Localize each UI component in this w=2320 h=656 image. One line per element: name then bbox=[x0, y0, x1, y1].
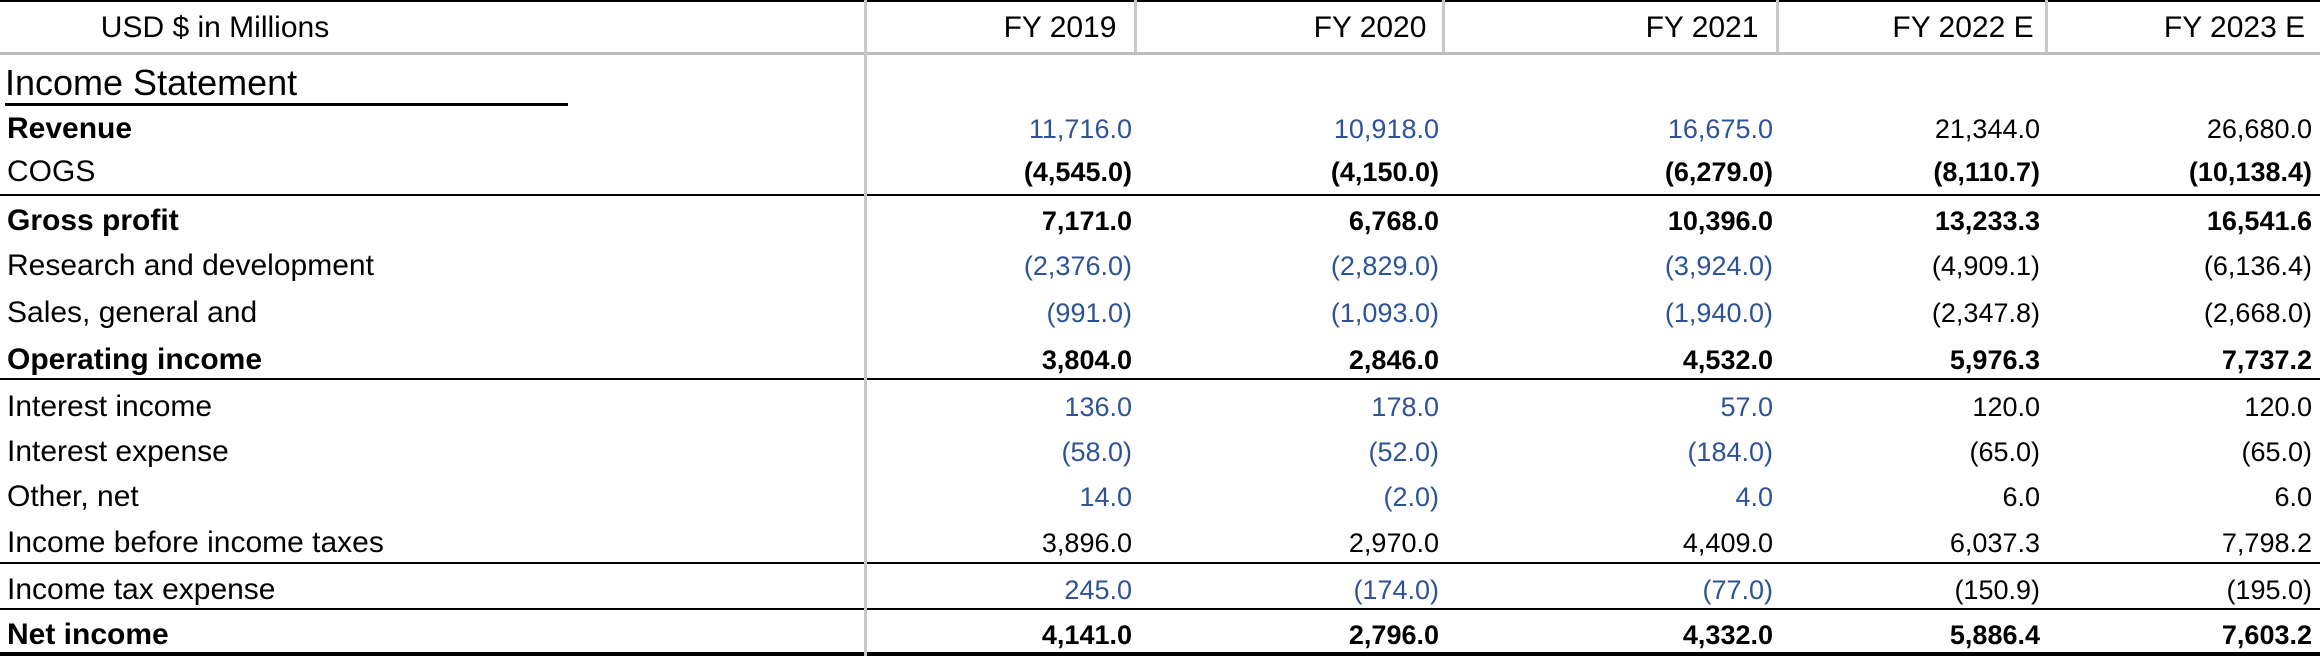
column-divider bbox=[1776, 0, 1779, 52]
row-label-cogs: COGS bbox=[7, 155, 96, 188]
value-cell-interest-income-fy2019: 136.0 bbox=[1064, 392, 1132, 422]
value-cell-revenue-fy2019: 11,716.0 bbox=[1028, 114, 1132, 144]
value-cell-gross-profit-fy2023e: 16,541.6 bbox=[2206, 206, 2312, 236]
label-column-divider bbox=[864, 0, 867, 656]
value-cell-net-income-fy2020: 2,796.0 bbox=[1348, 620, 1439, 650]
value-cell-income-before-income-taxes-fy2020: 2,970.0 bbox=[1348, 528, 1439, 558]
value-cell-cogs-fy2021: (6,279.0) bbox=[1664, 157, 1773, 187]
row-label-interest-income: Interest income bbox=[7, 390, 213, 423]
row-label-sales-general-and: Sales, general and bbox=[7, 296, 258, 329]
value-cell-operating-income-fy2021: 4,532.0 bbox=[1682, 345, 1773, 375]
value-cell-operating-income-fy2019: 3,804.0 bbox=[1041, 345, 1132, 375]
value-cell-other-net-fy2023e: 6.0 bbox=[2274, 482, 2312, 512]
row-label-interest-expense: Interest expense bbox=[7, 435, 229, 468]
value-cell-sales-general-and-fy2023e: (2,668.0) bbox=[2203, 298, 2312, 328]
value-cell-income-tax-expense-fy2023e: (195.0) bbox=[2226, 575, 2312, 605]
row-label-income-before-income-taxes: Income before income taxes bbox=[7, 526, 384, 559]
value-cell-gross-profit-fy2020: 6,768.0 bbox=[1348, 206, 1439, 236]
year-header-fy2023e: FY 2023 E bbox=[2163, 11, 2306, 44]
value-cell-interest-expense-fy2020: (52.0) bbox=[1368, 437, 1439, 467]
value-cell-interest-income-fy2021: 57.0 bbox=[1720, 392, 1773, 422]
row-label-revenue: Revenue bbox=[7, 112, 133, 145]
value-cell-cogs-fy2019: (4,545.0) bbox=[1023, 157, 1132, 187]
value-cell-cogs-fy2020: (4,150.0) bbox=[1330, 157, 1439, 187]
value-cell-cogs-fy2023e: (10,138.4) bbox=[2188, 157, 2312, 187]
value-cell-income-tax-expense-fy2020: (174.0) bbox=[1353, 575, 1439, 605]
header-top-border bbox=[0, 0, 2320, 2]
row-label-gross-profit: Gross profit bbox=[7, 204, 179, 237]
value-cell-income-before-income-taxes-fy2019: 3,896.0 bbox=[1041, 528, 1132, 558]
value-cell-revenue-fy2023e: 26,680.0 bbox=[2206, 114, 2312, 144]
year-header-fy2020: FY 2020 bbox=[1313, 11, 1427, 44]
value-cell-sales-general-and-fy2022e: (2,347.8) bbox=[1931, 298, 2040, 328]
value-cell-research-and-development-fy2021: (3,924.0) bbox=[1664, 251, 1773, 281]
border-below-cogs bbox=[0, 194, 2320, 196]
value-cell-operating-income-fy2022e: 5,976.3 bbox=[1949, 345, 2040, 375]
value-cell-research-and-development-fy2019: (2,376.0) bbox=[1023, 251, 1132, 281]
value-cell-revenue-fy2022e: 21,344.0 bbox=[1934, 114, 2040, 144]
value-cell-operating-income-fy2023e: 7,737.2 bbox=[2221, 345, 2312, 375]
value-cell-other-net-fy2020: (2.0) bbox=[1383, 482, 1439, 512]
units-label: USD $ in Millions bbox=[100, 11, 330, 44]
value-cell-sales-general-and-fy2021: (1,940.0) bbox=[1664, 298, 1773, 328]
value-cell-income-before-income-taxes-fy2023e: 7,798.2 bbox=[2221, 528, 2312, 558]
row-label-net-income: Net income bbox=[7, 618, 169, 651]
value-cell-interest-expense-fy2021: (184.0) bbox=[1687, 437, 1773, 467]
border-below-income-before-taxes bbox=[0, 562, 2320, 564]
section-title-underline bbox=[5, 103, 568, 106]
value-cell-gross-profit-fy2021: 10,396.0 bbox=[1667, 206, 1773, 236]
value-cell-interest-expense-fy2019: (58.0) bbox=[1061, 437, 1132, 467]
value-cell-other-net-fy2022e: 6.0 bbox=[2002, 482, 2040, 512]
value-cell-net-income-fy2022e: 5,886.4 bbox=[1949, 620, 2040, 650]
row-label-other-net: Other, net bbox=[7, 480, 139, 513]
column-divider bbox=[1134, 0, 1137, 52]
value-cell-cogs-fy2022e: (8,110.7) bbox=[1933, 157, 2040, 187]
border-below-operating-income bbox=[0, 378, 2320, 380]
value-cell-net-income-fy2021: 4,332.0 bbox=[1682, 620, 1773, 650]
value-cell-interest-income-fy2023e: 120.0 bbox=[2244, 392, 2312, 422]
value-cell-net-income-fy2023e: 7,603.2 bbox=[2221, 620, 2312, 650]
header-bottom-border bbox=[0, 52, 2320, 55]
value-cell-income-before-income-taxes-fy2021: 4,409.0 bbox=[1682, 528, 1773, 558]
year-header-fy2021: FY 2021 bbox=[1645, 11, 1759, 44]
value-cell-interest-expense-fy2023e: (65.0) bbox=[2241, 437, 2312, 467]
value-cell-gross-profit-fy2019: 7,171.0 bbox=[1041, 206, 1132, 236]
value-cell-income-tax-expense-fy2019: 245.0 bbox=[1064, 575, 1132, 605]
column-divider bbox=[2045, 0, 2048, 52]
value-cell-other-net-fy2021: 4.0 bbox=[1735, 482, 1773, 512]
value-cell-interest-income-fy2022e: 120.0 bbox=[1972, 392, 2040, 422]
row-label-research-and-development: Research and development bbox=[7, 249, 374, 282]
year-header-fy2019: FY 2019 bbox=[1003, 11, 1117, 44]
value-cell-gross-profit-fy2022e: 13,233.3 bbox=[1934, 206, 2040, 236]
value-cell-income-tax-expense-fy2021: (77.0) bbox=[1702, 575, 1773, 605]
value-cell-sales-general-and-fy2020: (1,093.0) bbox=[1330, 298, 1439, 328]
value-cell-operating-income-fy2020: 2,846.0 bbox=[1348, 345, 1439, 375]
year-header-fy2022e: FY 2022 E bbox=[1892, 11, 2034, 44]
value-cell-revenue-fy2020: 10,918.0 bbox=[1333, 114, 1439, 144]
border-below-income-tax bbox=[0, 608, 2320, 610]
value-cell-sales-general-and-fy2019: (991.0) bbox=[1046, 298, 1132, 328]
value-cell-revenue-fy2021: 16,675.0 bbox=[1667, 114, 1773, 144]
value-cell-income-before-income-taxes-fy2022e: 6,037.3 bbox=[1949, 528, 2040, 558]
section-title: Income Statement bbox=[5, 62, 298, 103]
value-cell-interest-income-fy2020: 178.0 bbox=[1371, 392, 1439, 422]
value-cell-income-tax-expense-fy2022e: (150.9) bbox=[1954, 575, 2040, 605]
value-cell-research-and-development-fy2023e: (6,136.4) bbox=[2203, 251, 2312, 281]
value-cell-research-and-development-fy2022e: (4,909.1) bbox=[1931, 251, 2040, 281]
value-cell-interest-expense-fy2022e: (65.0) bbox=[1969, 437, 2040, 467]
value-cell-other-net-fy2019: 14.0 bbox=[1079, 482, 1132, 512]
row-label-operating-income: Operating income bbox=[7, 343, 263, 376]
row-label-income-tax-expense: Income tax expense bbox=[7, 573, 276, 606]
column-divider bbox=[1442, 0, 1445, 52]
value-cell-research-and-development-fy2020: (2,829.0) bbox=[1330, 251, 1439, 281]
value-cell-net-income-fy2019: 4,141.0 bbox=[1041, 620, 1132, 650]
border-below-net-income bbox=[0, 652, 2320, 656]
